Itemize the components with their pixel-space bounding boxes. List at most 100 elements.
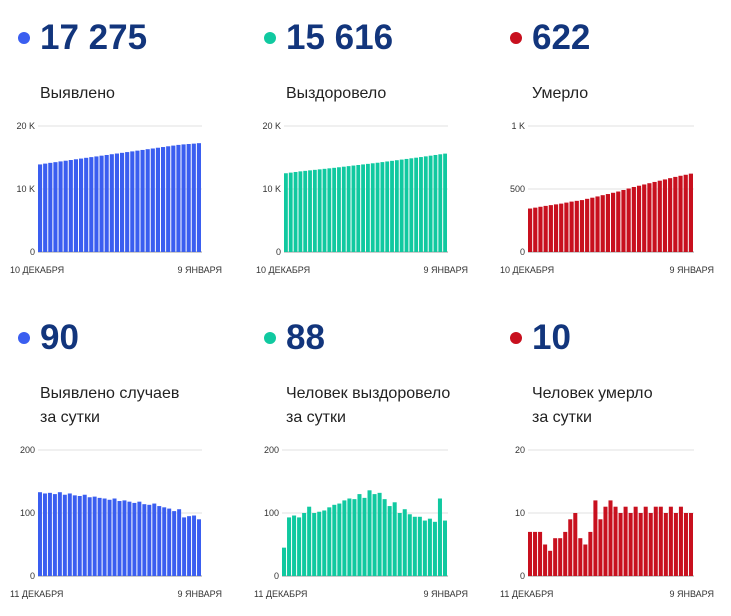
bar (308, 170, 312, 252)
bar (585, 198, 590, 252)
bar (132, 502, 137, 576)
bar (145, 149, 150, 252)
bar (161, 147, 166, 252)
bar (423, 156, 428, 252)
bar (432, 521, 437, 576)
y-tick-label: 200 (20, 445, 35, 455)
panel-detected: 17 275 Выявлено (18, 16, 248, 316)
bar (600, 195, 605, 252)
x-axis-end-label: 9 ЯНВАРЯ (177, 265, 222, 275)
bar (608, 500, 613, 576)
panel-daily-deaths: 10 Человек умерло за сутки (510, 316, 731, 616)
bar (171, 145, 176, 252)
bar (303, 170, 308, 252)
bar (438, 154, 443, 252)
bar (332, 504, 337, 576)
bar (346, 166, 351, 252)
bar (337, 167, 341, 252)
bar (553, 538, 558, 576)
bar (186, 144, 191, 252)
daily-recovered-chart: 0 100 200 11 ДЕКАБРЯ 9 ЯНВАРЯ (254, 445, 468, 599)
bar (533, 531, 538, 576)
bar (172, 511, 177, 576)
bar (673, 513, 678, 576)
bar (292, 515, 297, 576)
y-tick-label: 200 (264, 445, 279, 455)
bar (361, 164, 365, 252)
bar (117, 501, 122, 576)
bar (427, 518, 432, 576)
bar (99, 155, 104, 252)
bar (52, 494, 57, 576)
bar (332, 167, 337, 252)
bar (688, 513, 693, 576)
bar (147, 504, 152, 576)
bar (394, 160, 399, 252)
y-tick-label: 10 K (16, 184, 35, 194)
bar (538, 531, 543, 576)
bar (72, 495, 77, 576)
bar (638, 513, 643, 576)
bar (317, 169, 322, 252)
bar (678, 175, 683, 252)
bar (443, 153, 447, 252)
bar (73, 159, 78, 252)
bar (192, 515, 197, 576)
bar (155, 147, 160, 252)
panel-recovered: 15 616 Выздоровело (264, 16, 494, 316)
bar (559, 203, 564, 252)
bar (327, 507, 332, 576)
y-tick-label: 0 (30, 247, 35, 257)
y-tick-label: 0 (30, 571, 35, 581)
y-tick-label: 20 K (262, 121, 281, 131)
y-tick-label: 100 (264, 508, 279, 518)
y-tick-label: 100 (20, 508, 35, 518)
bar (63, 160, 68, 252)
bar (287, 517, 292, 576)
daily-deaths-chart: 0 10 20 11 ДЕКАБРЯ 9 ЯНВАРЯ (500, 445, 714, 599)
bar (407, 514, 412, 576)
y-tick-label: 20 K (16, 121, 35, 131)
bar (53, 162, 58, 252)
bar (42, 493, 47, 576)
bar (312, 513, 317, 576)
bar (182, 517, 187, 576)
detected-label: Выявлено (40, 85, 115, 102)
bar (652, 181, 657, 252)
bar (417, 516, 422, 576)
bar (157, 506, 162, 576)
bar (616, 191, 621, 252)
bar (628, 513, 633, 576)
bar (618, 513, 623, 576)
panel-daily-detected: 90 Выявлено случаев за сутки (18, 316, 248, 616)
bar (668, 506, 673, 576)
bar (135, 150, 140, 252)
bar (422, 520, 427, 576)
bar (548, 550, 553, 576)
bar (605, 194, 610, 252)
bar (297, 517, 302, 576)
bar (341, 166, 346, 252)
bar (167, 508, 172, 576)
bar (578, 538, 583, 576)
bar (564, 202, 569, 252)
bar (647, 183, 652, 252)
bar (392, 502, 397, 576)
bar (569, 201, 574, 252)
x-axis-end-label: 9 ЯНВАРЯ (177, 589, 222, 599)
bar (187, 516, 192, 576)
bar (43, 163, 48, 252)
bar (68, 160, 73, 252)
bar (125, 152, 130, 252)
bar (127, 501, 132, 576)
bar (528, 208, 533, 252)
bar (663, 513, 668, 576)
daily-detected-value: 90 (40, 318, 79, 357)
recovered-chart: 0 10 K 20 K 10 ДЕКАБРЯ 9 ЯНВАРЯ (256, 121, 468, 275)
bar (533, 207, 538, 252)
bar (130, 151, 135, 252)
bar (404, 158, 409, 252)
bar (337, 503, 342, 576)
bar (112, 498, 117, 576)
bar (543, 544, 548, 576)
